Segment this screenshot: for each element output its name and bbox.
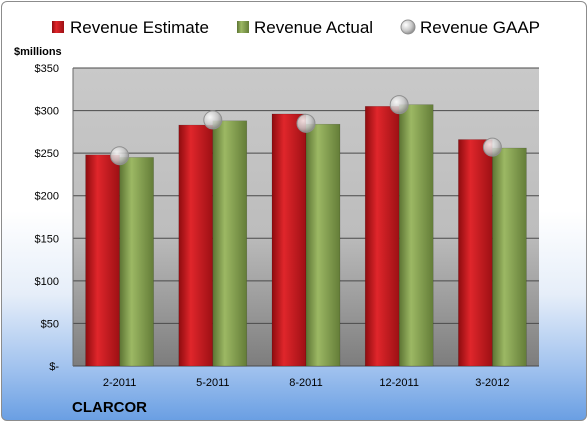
- bar-estimate: [178, 124, 214, 367]
- bar-actual: [212, 120, 248, 367]
- legend-marker-gaap: [400, 19, 416, 35]
- bar-actual: [305, 123, 341, 367]
- y-tick-label: $350: [35, 63, 59, 75]
- y-tick-labels: $- $50 $100 $150 $200 $250 $300 $350: [35, 63, 60, 373]
- legend-swatch-actual: [237, 21, 249, 33]
- x-tick-label: 12-2011: [379, 377, 419, 389]
- gaap-marker: [203, 110, 223, 130]
- gaap-marker: [110, 146, 130, 166]
- legend-label-estimate: Revenue Estimate: [70, 18, 209, 37]
- legend: Revenue Estimate Revenue Actual Revenue …: [52, 18, 540, 37]
- bar-estimate: [458, 139, 493, 367]
- legend-item-actual: Revenue Actual: [237, 18, 373, 37]
- legend-item-gaap: Revenue GAAP: [400, 18, 540, 37]
- y-tick-label: $-: [49, 361, 59, 373]
- x-tick-label: 3-2012: [475, 377, 509, 389]
- legend-label-actual: Revenue Actual: [254, 18, 373, 37]
- bar-actual: [398, 104, 434, 367]
- y-tick-label: $50: [41, 318, 59, 330]
- y-tick-label: $250: [35, 148, 59, 160]
- y-tick-label: $150: [35, 233, 59, 245]
- gaap-marker: [389, 95, 409, 115]
- gaap-marker: [482, 137, 502, 157]
- unit-label: $millions: [14, 46, 62, 58]
- gaap-markers: [110, 95, 502, 166]
- y-tick-label: $100: [35, 276, 59, 288]
- legend-label-gaap: Revenue GAAP: [420, 18, 540, 37]
- x-tick-label: 5-2011: [196, 377, 229, 389]
- bar-estimate: [364, 106, 400, 367]
- x-tick-label: 2-2011: [103, 377, 136, 389]
- bar-actual: [492, 147, 527, 367]
- x-tick-labels: 2-2011 5-2011 8-2011 12-2011 3-2012: [103, 377, 510, 389]
- legend-item-estimate: Revenue Estimate: [52, 18, 209, 37]
- y-tick-label: $300: [35, 106, 59, 118]
- bar-estimate: [271, 113, 307, 367]
- bars: [85, 104, 527, 367]
- bar-estimate: [85, 154, 120, 367]
- gaap-marker: [296, 113, 316, 133]
- company-label: CLARCOR: [72, 399, 147, 416]
- bar-actual: [119, 157, 154, 367]
- x-tick-label: 8-2011: [289, 377, 322, 389]
- legend-swatch-estimate: [52, 21, 64, 33]
- y-tick-label: $200: [35, 191, 59, 203]
